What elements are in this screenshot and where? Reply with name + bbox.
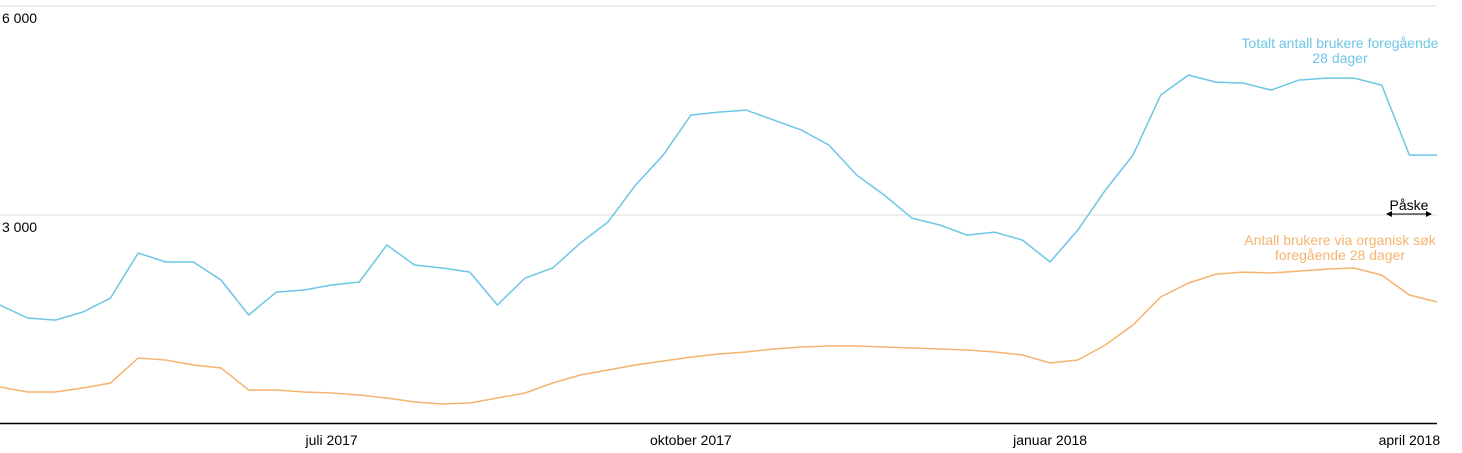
x-tick-label: januar 2018 <box>1012 432 1087 448</box>
series-label: Antall brukere via organisk søk foregåend… <box>1244 232 1436 263</box>
x-tick-label: juli 2017 <box>305 432 358 448</box>
series-label-line: foregående 28 dager <box>1275 247 1405 263</box>
y-tick-label: 6 000 <box>2 10 37 26</box>
x-tick-label: oktober 2017 <box>650 432 732 448</box>
easter-label: Påske <box>1390 197 1429 213</box>
x-tick-label: april 2018 <box>1379 432 1441 448</box>
series-line <box>0 267 1438 405</box>
y-tick-label: 3 000 <box>2 219 37 235</box>
series-label-line: 28 dager <box>1312 50 1368 66</box>
series-label: Totalt antall brukere foregående 28 dager <box>1242 35 1439 66</box>
series-line <box>0 74 1437 321</box>
series-label-line: Antall brukere via organisk søk <box>1244 232 1436 248</box>
series-label-line: Totalt antall brukere foregående <box>1242 35 1439 51</box>
